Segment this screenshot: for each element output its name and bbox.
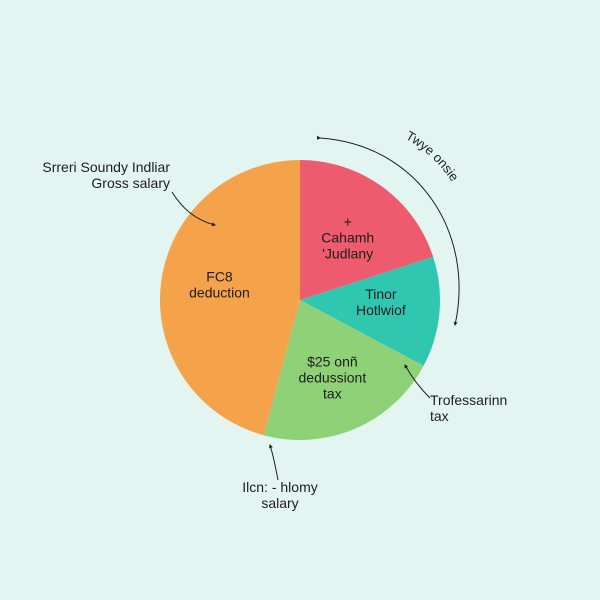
callout-label-line: tax [430, 408, 449, 424]
slice-label-line: deduction [189, 284, 250, 300]
callout-label-line: Gross salary [91, 175, 170, 191]
slice-label-line: Cahamh [321, 229, 374, 245]
chart-stage: +Cahamh'Judlany TinorHotlwiof $25 onñdedus… [0, 0, 600, 600]
callout-label-line: Trofessarinn [430, 392, 507, 408]
callout-label-line: Ilcn: - hlomy [242, 479, 317, 495]
slice-label-line: tax [323, 385, 342, 401]
slice-label-line: FC8 [206, 268, 233, 284]
slice-label-line: Tinor [365, 286, 397, 302]
callout-label-line: salary [261, 495, 298, 511]
slice-label-line: + [344, 213, 352, 229]
pie-chart-svg: +Cahamh'Judlany TinorHotlwiof $25 onñdedus… [0, 0, 600, 600]
slice-label-line: dedussiont [299, 369, 367, 385]
callout-label-line: Srreri Soundy Indliar [42, 159, 170, 175]
slice-label-line: $25 onñ [307, 353, 358, 369]
slice-label-line: Hotlwiof [356, 302, 406, 318]
slice-label-line: 'Judlany [322, 245, 373, 261]
